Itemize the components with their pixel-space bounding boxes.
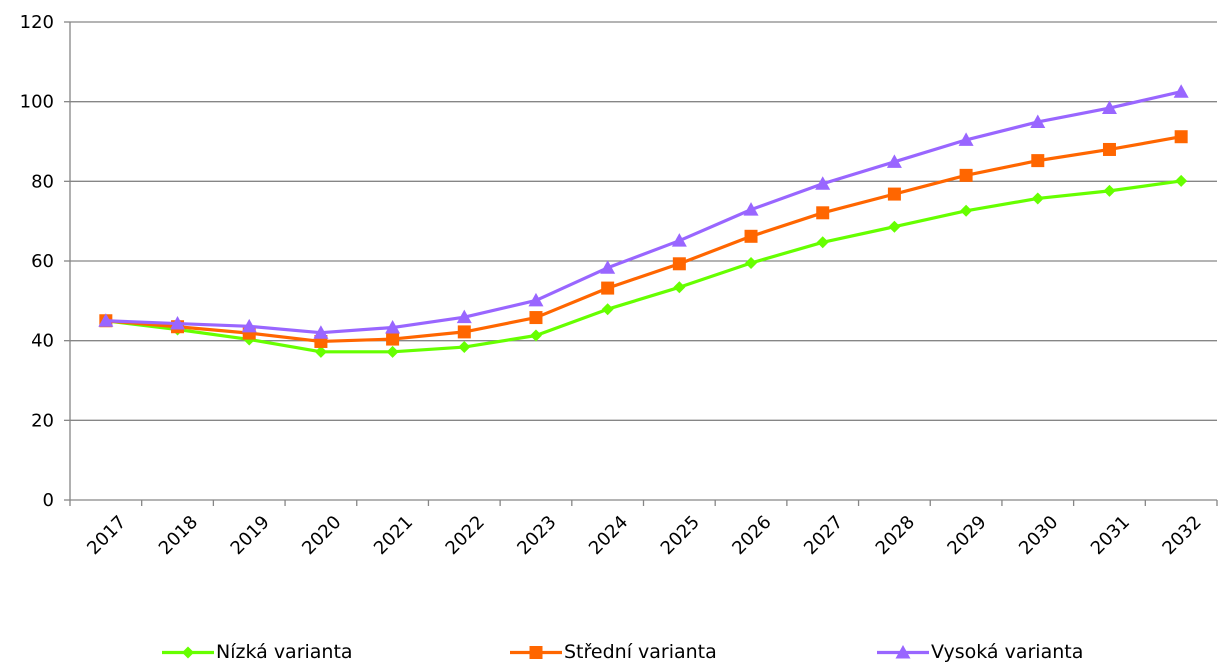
point-stredni-varianta-2025 xyxy=(672,257,686,271)
series-line-nizka-varianta xyxy=(104,179,1183,354)
point-vysoka-varianta-2029 xyxy=(958,132,974,146)
point-vysoka-varianta-2024 xyxy=(600,260,616,274)
point-nizka-varianta-2025 xyxy=(673,281,686,294)
legend: Nízká varianta Střední varianta Vysoká v… xyxy=(0,640,1224,665)
y-tick-label-20: 20 xyxy=(31,410,54,431)
x-tick-label-2021: 2021 xyxy=(370,512,417,559)
point-vysoka-varianta-2019 xyxy=(241,318,257,333)
point-stredni-varianta-2029 xyxy=(959,168,973,182)
x-tick-labels: 2017 2018 2019 2020 2021 2022 2023 2024 2025 2026… xyxy=(83,512,1206,559)
legend-label-stredni: Střední varianta xyxy=(564,641,717,663)
point-stredni-varianta-2023 xyxy=(529,311,543,325)
x-tick-label-2029: 2029 xyxy=(943,512,990,559)
x-tick-label-2025: 2025 xyxy=(657,512,704,559)
point-vysoka-varianta-2017 xyxy=(98,313,114,327)
legend-marker xyxy=(895,645,911,659)
point-nizka-varianta-2032 xyxy=(1175,174,1188,187)
x-tick-label-2027: 2027 xyxy=(800,512,847,559)
legend-marker xyxy=(182,646,194,659)
point-nizka-varianta-2024 xyxy=(601,303,614,316)
legend-swatch-stredni xyxy=(510,646,562,659)
point-nizka-varianta-2029 xyxy=(960,204,973,217)
legend-item-stredni: Střední varianta xyxy=(508,640,717,665)
x-tick-label-2030: 2030 xyxy=(1015,512,1062,559)
x-tick-label-2024: 2024 xyxy=(585,512,632,559)
point-nizka-varianta-2026 xyxy=(745,256,758,269)
y-tick-label-60: 60 xyxy=(31,251,54,272)
point-vysoka-varianta-2025 xyxy=(671,233,687,247)
x-tick-label-2032: 2032 xyxy=(1158,512,1205,559)
x-tick-label-2026: 2026 xyxy=(728,512,775,559)
point-vysoka-varianta-2032 xyxy=(1173,84,1189,98)
x-tick-label-2019: 2019 xyxy=(227,512,274,559)
point-stredni-varianta-2032 xyxy=(1174,130,1188,144)
point-vysoka-varianta-2023 xyxy=(528,292,544,307)
y-tick-label-40: 40 xyxy=(31,331,54,352)
y-tick-label-120: 120 xyxy=(20,12,54,33)
point-vysoka-varianta-2022 xyxy=(456,309,472,324)
series-stredni-varianta xyxy=(99,130,1188,348)
point-stredni-varianta-2024 xyxy=(601,281,615,295)
point-nizka-varianta-2023 xyxy=(529,329,542,342)
point-stredni-varianta-2021 xyxy=(386,332,400,346)
series-line-vysoka-varianta xyxy=(104,90,1183,335)
point-vysoka-varianta-2026 xyxy=(743,202,759,216)
line-chart: 0 20 40 60 80 100 120 2017 2018 2019 2020 2021 2022… xyxy=(20,12,1218,559)
x-tick-label-2023: 2023 xyxy=(513,512,560,559)
series-line-stredni-varianta xyxy=(104,135,1183,344)
point-nizka-varianta-2020 xyxy=(314,345,327,358)
point-nizka-varianta-2027 xyxy=(816,236,829,249)
x-tick-label-2017: 2017 xyxy=(83,512,130,559)
legend-item-nizka: Nízká varianta xyxy=(160,640,353,665)
point-stredni-varianta-2027 xyxy=(816,206,830,220)
legend-swatch-nizka xyxy=(162,646,214,659)
point-vysoka-varianta-2030 xyxy=(1030,114,1046,128)
x-tick-label-2020: 2020 xyxy=(298,512,345,559)
y-tick-label-0: 0 xyxy=(43,490,54,511)
point-nizka-varianta-2021 xyxy=(386,345,399,358)
x-tick-label-2031: 2031 xyxy=(1087,512,1134,559)
point-vysoka-varianta-2021 xyxy=(385,320,401,334)
point-stredni-varianta-2026 xyxy=(744,229,758,243)
point-vysoka-varianta-2018 xyxy=(170,316,186,330)
point-nizka-varianta-2030 xyxy=(1031,192,1044,205)
point-vysoka-varianta-2028 xyxy=(886,154,902,168)
series-lines xyxy=(98,84,1189,358)
point-stredni-varianta-2022 xyxy=(457,325,471,339)
legend-swatch-vysoka xyxy=(877,645,929,659)
legend-marker xyxy=(529,646,543,659)
x-tick-label-2028: 2028 xyxy=(872,512,919,559)
gridlines xyxy=(70,21,1217,421)
point-nizka-varianta-2022 xyxy=(458,341,471,354)
axes xyxy=(64,21,1218,506)
legend-label-vysoka: Vysoká varianta xyxy=(931,641,1084,663)
series-nizka-varianta xyxy=(99,174,1188,358)
point-vysoka-varianta-2027 xyxy=(815,176,831,190)
x-tick-label-2022: 2022 xyxy=(442,512,489,559)
point-nizka-varianta-2031 xyxy=(1103,184,1116,197)
point-vysoka-varianta-2031 xyxy=(1101,100,1117,115)
point-stredni-varianta-2031 xyxy=(1102,142,1116,156)
y-tick-label-100: 100 xyxy=(20,92,54,113)
legend-item-vysoka: Vysoká varianta xyxy=(875,640,1083,665)
point-stredni-varianta-2028 xyxy=(887,187,901,201)
point-stredni-varianta-2030 xyxy=(1031,154,1045,168)
series-vysoka-varianta xyxy=(98,84,1189,339)
x-tick-label-2018: 2018 xyxy=(155,512,202,559)
y-tick-label-80: 80 xyxy=(31,171,54,192)
point-vysoka-varianta-2020 xyxy=(313,325,329,339)
y-tick-labels: 0 20 40 60 80 100 120 xyxy=(20,12,54,511)
legend-label-nizka: Nízká varianta xyxy=(216,641,353,663)
point-nizka-varianta-2028 xyxy=(888,220,901,233)
